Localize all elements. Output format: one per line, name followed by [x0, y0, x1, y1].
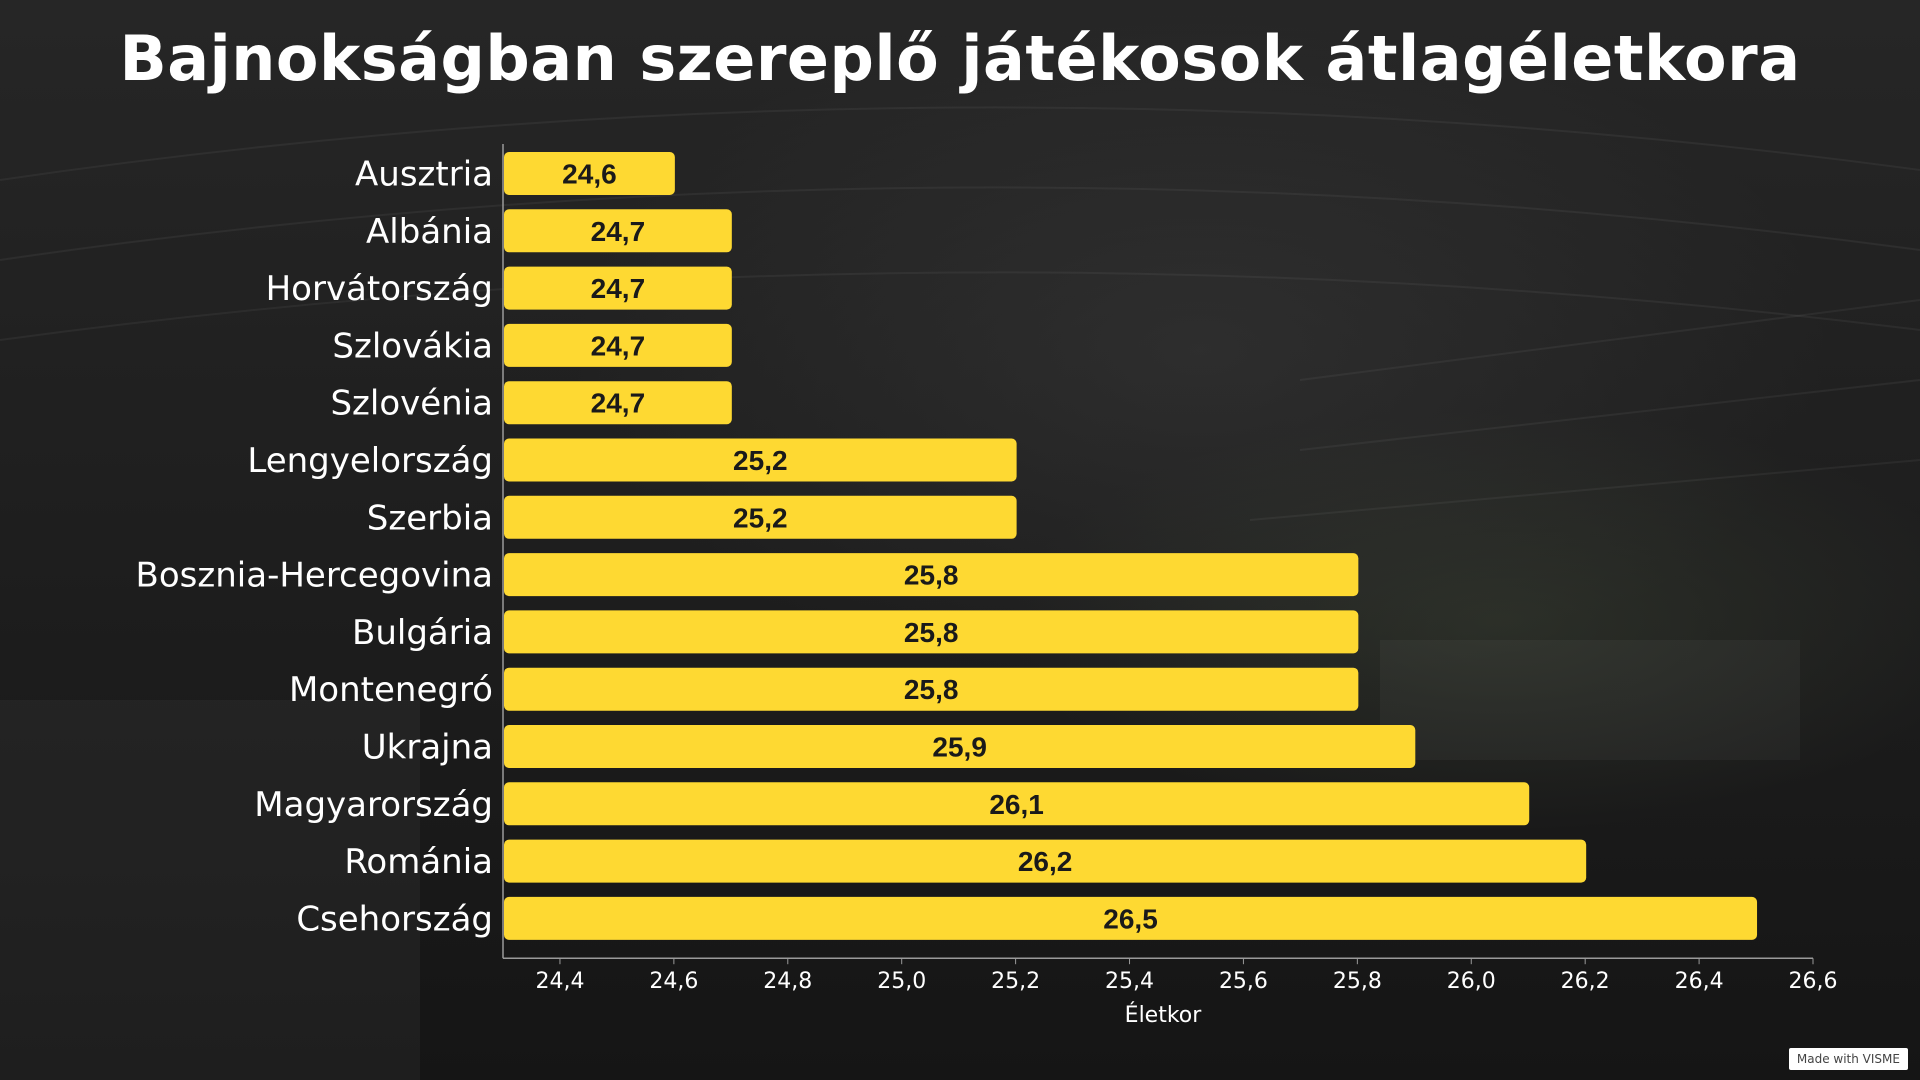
x-tick-label: 26,0	[1447, 969, 1496, 994]
value-label: 26,2	[1018, 846, 1073, 877]
value-label: 25,2	[733, 445, 788, 476]
bar	[504, 266, 732, 310]
value-label: 24,7	[591, 216, 646, 247]
category-label: Szerbia	[367, 498, 493, 538]
bar-row: Románia 26,2	[344, 839, 1587, 883]
value-label: 24,6	[562, 159, 617, 190]
bar	[504, 495, 1017, 539]
x-tick-label: 25,2	[991, 969, 1040, 994]
value-label: 25,9	[932, 732, 987, 763]
category-label: Ukrajna	[362, 728, 493, 768]
bar	[504, 152, 675, 195]
category-label: Montenegró	[289, 670, 493, 710]
bar-row: Szlovákia 24,7	[332, 323, 732, 367]
category-label: Horvátország	[266, 269, 493, 309]
value-label: 24,7	[591, 388, 646, 419]
bar-row: Ukrajna 25,9	[362, 725, 1416, 768]
x-tick-label: 24,6	[649, 969, 698, 994]
value-label: 25,8	[904, 617, 959, 648]
x-tick-label: 26,4	[1675, 969, 1724, 994]
x-tick-label: 24,8	[763, 969, 812, 994]
value-label: 24,7	[591, 273, 646, 304]
bar-row: Lengyelország 25,2	[247, 438, 1017, 482]
value-label: 25,2	[733, 502, 788, 533]
category-label: Lengyelország	[247, 441, 493, 481]
x-axis-title: Életkor	[1125, 1002, 1203, 1028]
bar	[504, 381, 732, 425]
bar	[504, 782, 1530, 826]
category-label: Bosznia-Hercegovina	[136, 556, 493, 596]
bar-row: Szlovénia 24,7	[330, 381, 732, 425]
bar-row: Szerbia 25,2	[367, 495, 1017, 539]
value-label: 25,8	[904, 560, 959, 591]
x-tick-label: 25,4	[1105, 969, 1154, 994]
bar	[504, 610, 1359, 654]
category-label: Szlovénia	[330, 384, 493, 424]
value-label: 26,5	[1103, 903, 1158, 934]
bar-row: Magyarország 26,1	[254, 782, 1530, 826]
bar-row: Horvátország 24,7	[266, 266, 732, 310]
x-tick-label: 26,6	[1789, 969, 1838, 994]
category-label: Albánia	[366, 212, 493, 252]
bar	[504, 209, 732, 253]
x-tick-label: 26,2	[1561, 969, 1610, 994]
category-label: Csehország	[296, 899, 493, 939]
x-tick-label: 25,8	[1333, 969, 1382, 994]
x-tick-label: 25,0	[877, 969, 926, 994]
category-label: Magyarország	[254, 785, 493, 825]
x-tick-label: 25,6	[1219, 969, 1268, 994]
bar-row: Montenegró 25,8	[289, 667, 1359, 711]
x-tick-label: 24,4	[535, 969, 584, 994]
value-label: 26,1	[989, 789, 1044, 820]
category-label: Bulgária	[352, 613, 493, 653]
bar	[504, 553, 1359, 597]
bar-row: Ausztria 24,6	[355, 152, 675, 195]
bar	[504, 438, 1017, 482]
bar	[504, 667, 1359, 711]
bar-row: Bulgária 25,8	[352, 610, 1359, 654]
bar-row: Csehország 26,5	[296, 896, 1758, 940]
value-label: 25,8	[904, 674, 959, 705]
value-label: 24,7	[591, 330, 646, 361]
bar	[504, 896, 1758, 940]
bar-row: Albánia 24,7	[366, 209, 732, 253]
chart-title: Bajnokságban szereplő játékosok átlagéle…	[119, 22, 1801, 95]
category-label: Ausztria	[355, 155, 493, 195]
category-label: Románia	[344, 842, 493, 882]
category-label: Szlovákia	[332, 326, 493, 366]
bar	[504, 839, 1587, 883]
bar-row: Bosznia-Hercegovina 25,8	[136, 553, 1359, 597]
bar	[504, 725, 1416, 768]
visme-watermark[interactable]: Made with VISME	[1788, 1048, 1908, 1070]
bar	[504, 323, 732, 367]
